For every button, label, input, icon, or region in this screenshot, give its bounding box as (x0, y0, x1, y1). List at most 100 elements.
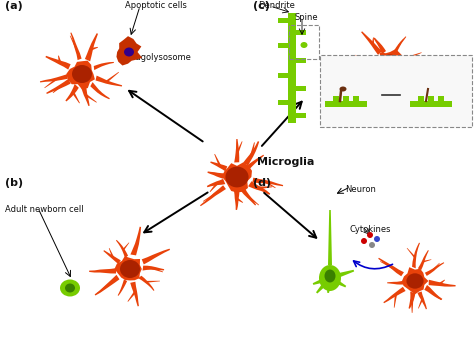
Bar (418, 96, 424, 101)
Polygon shape (207, 179, 225, 187)
Polygon shape (411, 299, 413, 313)
Bar (278, 100, 288, 105)
Polygon shape (130, 282, 139, 306)
Text: Neuron: Neuron (345, 185, 376, 194)
Polygon shape (114, 256, 142, 280)
Polygon shape (369, 73, 374, 82)
Polygon shape (252, 178, 283, 186)
Polygon shape (247, 195, 259, 205)
Polygon shape (407, 248, 416, 258)
Polygon shape (85, 94, 97, 103)
Polygon shape (241, 188, 256, 205)
Ellipse shape (72, 65, 92, 83)
Bar (296, 86, 306, 91)
Text: Microglia: Microglia (257, 157, 314, 167)
Polygon shape (40, 74, 68, 83)
Text: Dendrite: Dendrite (258, 1, 295, 10)
Polygon shape (143, 265, 164, 270)
Polygon shape (210, 161, 227, 171)
Polygon shape (123, 243, 129, 250)
Polygon shape (106, 72, 119, 83)
Polygon shape (103, 250, 121, 264)
Polygon shape (409, 292, 415, 309)
Polygon shape (91, 82, 110, 99)
Polygon shape (402, 267, 428, 294)
Polygon shape (89, 268, 116, 274)
Bar (296, 30, 306, 35)
Polygon shape (408, 52, 422, 58)
Polygon shape (70, 32, 82, 60)
Polygon shape (378, 258, 404, 276)
Polygon shape (70, 36, 77, 49)
Polygon shape (146, 281, 160, 283)
Circle shape (374, 236, 380, 242)
Polygon shape (243, 141, 259, 166)
Ellipse shape (325, 269, 336, 282)
Polygon shape (97, 283, 109, 294)
Ellipse shape (65, 283, 75, 293)
Ellipse shape (301, 42, 308, 48)
Polygon shape (365, 68, 381, 80)
Polygon shape (91, 47, 98, 50)
FancyArrowPatch shape (354, 261, 392, 269)
Polygon shape (328, 275, 346, 287)
Polygon shape (95, 275, 119, 295)
Polygon shape (151, 267, 163, 272)
Polygon shape (361, 31, 382, 55)
Polygon shape (222, 162, 252, 192)
Polygon shape (85, 33, 98, 61)
Polygon shape (96, 76, 122, 86)
Polygon shape (46, 79, 71, 94)
Polygon shape (210, 183, 218, 192)
Polygon shape (438, 280, 445, 285)
Bar (278, 73, 288, 78)
Circle shape (367, 232, 373, 238)
Polygon shape (313, 275, 331, 285)
Bar (353, 96, 359, 101)
Polygon shape (248, 181, 270, 195)
Polygon shape (418, 292, 427, 309)
Polygon shape (203, 193, 215, 202)
Bar (438, 96, 444, 101)
Polygon shape (94, 62, 114, 70)
Polygon shape (246, 155, 264, 170)
Text: Phagolysosome: Phagolysosome (125, 53, 191, 62)
Bar (410, 101, 452, 107)
Text: (a): (a) (5, 1, 23, 11)
Bar (428, 96, 434, 101)
Polygon shape (116, 240, 128, 258)
Polygon shape (264, 181, 276, 188)
Polygon shape (258, 186, 272, 189)
Text: (d): (d) (253, 178, 271, 188)
Text: Cytokines: Cytokines (350, 225, 392, 234)
Polygon shape (65, 84, 79, 101)
Polygon shape (53, 85, 61, 93)
Polygon shape (425, 262, 444, 276)
Polygon shape (423, 259, 431, 263)
FancyBboxPatch shape (320, 55, 472, 127)
Polygon shape (387, 281, 403, 285)
Polygon shape (424, 285, 442, 300)
Bar (296, 58, 306, 63)
Polygon shape (418, 250, 429, 270)
Polygon shape (402, 61, 422, 67)
Bar (325, 101, 367, 107)
Bar (343, 96, 349, 101)
Polygon shape (374, 38, 382, 47)
Polygon shape (397, 81, 399, 92)
Polygon shape (234, 139, 239, 162)
Text: (c): (c) (253, 1, 270, 11)
Text: Spine: Spine (363, 61, 387, 70)
Ellipse shape (60, 280, 80, 297)
Ellipse shape (339, 86, 346, 91)
Polygon shape (328, 210, 332, 265)
Text: (b): (b) (5, 178, 23, 188)
Polygon shape (44, 78, 57, 88)
Bar (278, 43, 288, 48)
Polygon shape (234, 191, 239, 210)
Polygon shape (383, 287, 406, 303)
Polygon shape (236, 141, 243, 154)
Polygon shape (392, 73, 406, 90)
Polygon shape (117, 36, 142, 66)
Polygon shape (118, 279, 127, 296)
